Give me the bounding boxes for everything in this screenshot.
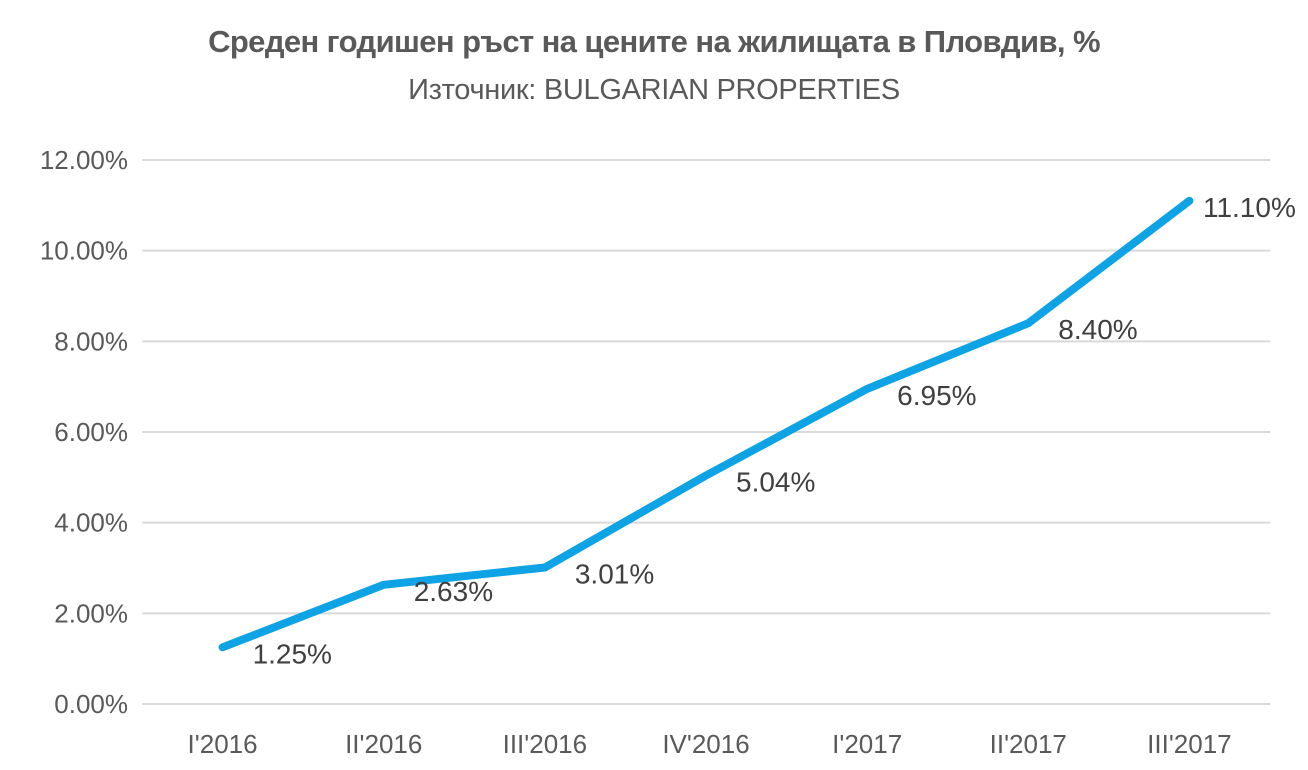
chart-title: Среден годишен ръст на цените на жилищат… [208,24,1100,59]
x-axis-label: IV'2016 [662,729,749,759]
x-axis-label: III'2016 [503,729,587,759]
data-point-label: 3.01% [575,559,654,590]
y-axis-tick-label: 8.00% [54,326,128,356]
x-axis-label: I'2016 [188,729,258,759]
y-axis-tick-label: 0.00% [54,689,128,719]
x-axis-label: III'2017 [1147,729,1231,759]
y-axis-tick-label: 4.00% [54,508,128,538]
y-axis-tick-label: 12.00% [40,145,128,175]
data-point-label: 11.10% [1203,192,1296,223]
y-axis-tick-label: 6.00% [54,417,128,447]
x-axis-label: II'2017 [990,729,1067,759]
data-point-label: 1.25% [253,638,332,669]
data-point-label: 8.40% [1058,314,1137,345]
chart-subtitle: Източник: BULGARIAN PROPERTIES [408,74,900,106]
data-point-label: 2.63% [414,576,493,607]
x-axis-label: II'2016 [345,729,422,759]
data-series-line [218,196,1194,652]
data-point-label: 5.04% [736,467,815,498]
data-point-label: 6.95% [897,380,976,411]
y-axis-tick-label: 2.00% [54,598,128,628]
y-axis-tick-label: 10.00% [40,236,128,266]
x-axis-label: I'2017 [832,729,902,759]
